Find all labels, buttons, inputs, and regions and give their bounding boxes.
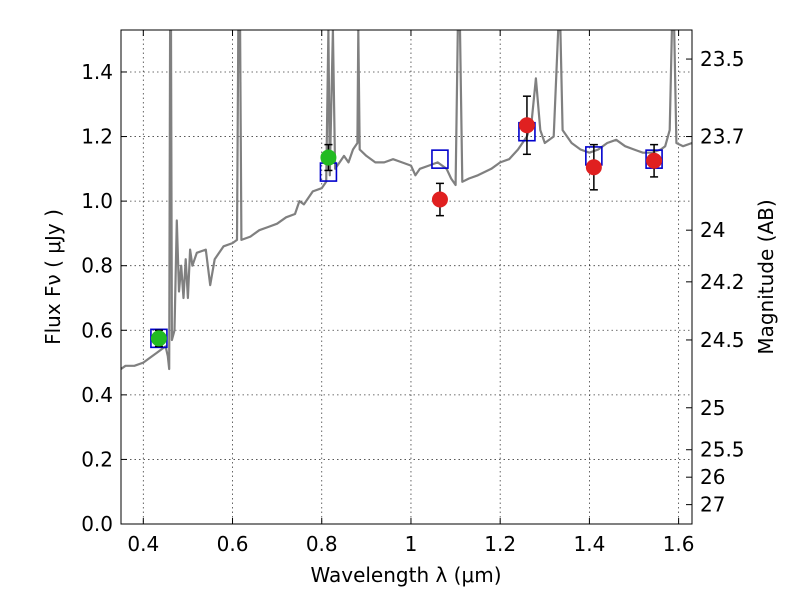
y-axis-title: Flux Fν ( μJy ) bbox=[41, 209, 65, 345]
plot-frame bbox=[120, 29, 693, 525]
x-tick-label: 1.6 bbox=[663, 532, 695, 556]
y-tick-label: 1.4 bbox=[81, 60, 113, 84]
observed-point bbox=[320, 149, 337, 166]
y-tick-label: 0.8 bbox=[81, 254, 113, 278]
tick-labels: 0.4 0.6 0.8 1 1.2 1.4 1.6 0.0 0.2 0.4 0.6 0.8 1.0 1.2… bbox=[81, 47, 744, 556]
x-tick-label: 0.6 bbox=[217, 532, 249, 556]
y-tick-label: 0.4 bbox=[81, 383, 113, 407]
observed-point bbox=[585, 159, 602, 176]
marker-layer bbox=[150, 95, 663, 349]
observed-point bbox=[431, 191, 448, 208]
y-tick-label: 0.2 bbox=[81, 447, 113, 471]
plot-background bbox=[121, 30, 692, 524]
y2-tick-label: 23.5 bbox=[700, 47, 745, 71]
x-tick-label: 0.4 bbox=[127, 532, 159, 556]
model-photometry-square bbox=[431, 149, 449, 169]
observed-point bbox=[150, 330, 167, 347]
spectrum-layer bbox=[121, 30, 692, 371]
y2-tick-label: 24 bbox=[700, 218, 725, 242]
y2-tick-label: 27 bbox=[700, 493, 725, 517]
y2-tick-label: 26 bbox=[700, 465, 725, 489]
y-tick-label: 1.2 bbox=[81, 125, 113, 149]
y-tick-label: 0.0 bbox=[81, 512, 113, 536]
observed-point bbox=[646, 152, 663, 169]
ticks bbox=[121, 30, 692, 525]
x-tick-label: 1.4 bbox=[573, 532, 605, 556]
y-tick-label: 1.0 bbox=[81, 189, 113, 213]
y-tick-label: 0.6 bbox=[81, 318, 113, 342]
x-tick-label: 1 bbox=[405, 532, 418, 556]
y2-tick-label: 25.5 bbox=[700, 438, 745, 462]
y2-tick-label: 24.2 bbox=[700, 270, 745, 294]
y2-tick-label: 25 bbox=[700, 396, 725, 420]
y2-tick-label: 23.7 bbox=[700, 125, 745, 149]
y2-tick-label: 24.5 bbox=[700, 328, 745, 352]
x-axis-title: Wavelength λ (μm) bbox=[310, 563, 501, 587]
x-tick-label: 1.2 bbox=[484, 532, 516, 556]
x-tick-label: 0.8 bbox=[306, 532, 338, 556]
spectrum-line bbox=[121, 30, 692, 371]
observed-point bbox=[518, 117, 535, 134]
y2-axis-title: Magnitude (AB) bbox=[754, 199, 778, 354]
